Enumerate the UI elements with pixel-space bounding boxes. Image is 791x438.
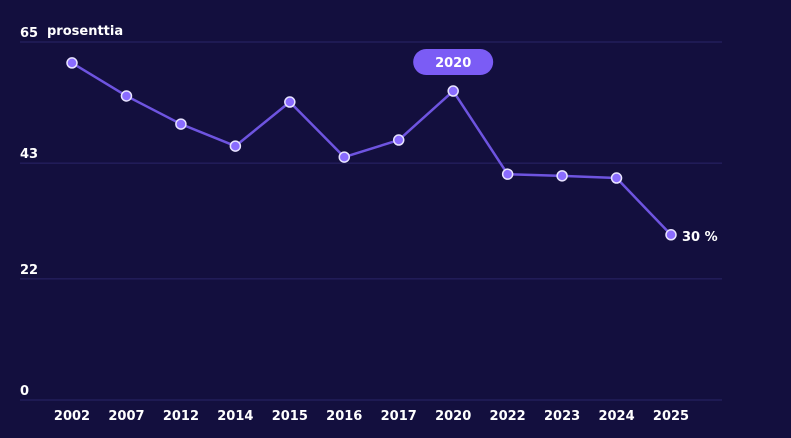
y-axis-label: prosenttia: [47, 24, 123, 39]
y-tick-label: 65: [20, 26, 38, 41]
highlight-badge-label: 2020: [435, 56, 471, 71]
x-tick-label: 2023: [544, 409, 580, 424]
x-tick-label: 2014: [217, 409, 253, 424]
data-point: [501, 168, 514, 180]
data-point: [556, 170, 568, 182]
x-tick-label: 2025: [653, 409, 689, 424]
x-tick-label: 2016: [326, 409, 362, 424]
data-point: [447, 85, 459, 97]
x-tick-label: 2012: [163, 409, 199, 424]
end-value-label: 30 %: [682, 230, 718, 245]
x-tick-label: 2017: [381, 409, 417, 424]
data-point: [392, 134, 405, 146]
x-tick-label: 2015: [272, 409, 308, 424]
x-tick-label: 2007: [108, 409, 144, 424]
data-point: [175, 118, 187, 130]
x-tick-label: 2024: [598, 409, 634, 424]
series-line: [71, 61, 672, 236]
x-tick-label: 2020: [435, 409, 471, 424]
data-point: [66, 57, 78, 69]
data-point: [120, 90, 133, 102]
y-tick-label: 0: [20, 384, 29, 399]
data-point: [338, 151, 351, 163]
x-tick-label: 2002: [54, 409, 90, 424]
data-point: [229, 140, 242, 152]
x-tick-label: 2022: [490, 409, 526, 424]
data-point: [284, 96, 296, 108]
data-point: [665, 229, 677, 241]
y-tick-label: 43: [20, 147, 38, 162]
data-point: [610, 172, 623, 184]
y-tick-label: 22: [20, 263, 38, 278]
highlight-badge: [413, 49, 494, 75]
